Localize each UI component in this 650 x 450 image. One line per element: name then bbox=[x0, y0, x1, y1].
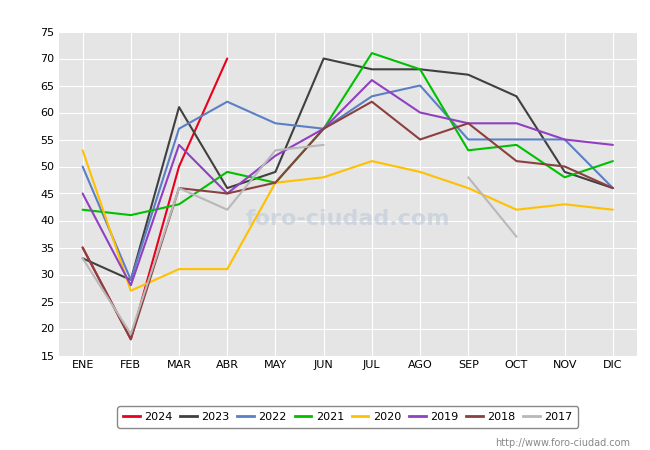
Legend: 2024, 2023, 2022, 2021, 2020, 2019, 2018, 2017: 2024, 2023, 2022, 2021, 2020, 2019, 2018… bbox=[118, 406, 578, 428]
Text: foro-ciudad.com: foro-ciudad.com bbox=[246, 209, 450, 230]
Text: Afiliados en Abizanda a 31/5/2024: Afiliados en Abizanda a 31/5/2024 bbox=[183, 10, 467, 28]
Text: http://www.foro-ciudad.com: http://www.foro-ciudad.com bbox=[495, 438, 630, 448]
